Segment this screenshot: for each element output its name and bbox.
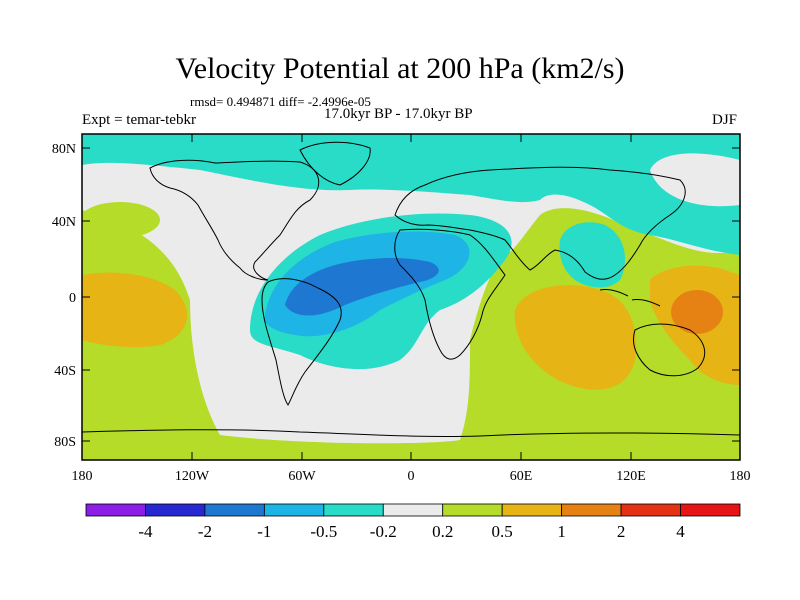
colorbar-swatch xyxy=(323,503,384,517)
colorbar-label: -2 xyxy=(198,522,212,541)
lon-label-60w: 60W xyxy=(288,469,316,484)
field-neg-0-5-asia xyxy=(559,222,625,288)
lon-label-180w: 180 xyxy=(72,469,93,484)
lon-label-0: 0 xyxy=(408,469,415,484)
experiment-label: Expt = temar-tebkr xyxy=(82,112,196,128)
colorbar-label: -1 xyxy=(257,522,271,541)
lat-label-80s: 80S xyxy=(54,435,76,450)
coastlines xyxy=(82,141,740,438)
colorbar-swatch xyxy=(263,503,325,517)
field-pos-0-2-patch xyxy=(82,202,160,238)
colorbar-swatch xyxy=(680,503,741,517)
lat-label-40s: 40S xyxy=(54,364,76,379)
colorbar-swatch xyxy=(204,503,265,517)
lat-label-40n: 40N xyxy=(52,215,76,230)
colorbar-label: 0.2 xyxy=(432,522,453,541)
latitude-labels: 80N 40N 0 40S 80S xyxy=(52,142,76,450)
colorbar-swatch xyxy=(561,503,622,517)
field-pos-0-5-indian xyxy=(514,285,637,390)
colorbar-swatch xyxy=(442,503,503,517)
colorbar-label: 1 xyxy=(557,522,566,541)
stats-line: rmsd= 0.494871 diff= -2.4996e-05 xyxy=(190,94,371,109)
field-pos-0-5-west xyxy=(82,272,187,348)
colorbar-swatch xyxy=(85,503,146,517)
velocity-potential-field xyxy=(82,134,740,460)
colorbar-label: -0.2 xyxy=(370,522,397,541)
lon-label-180e: 180 xyxy=(730,469,751,484)
colorbar-label: 0.5 xyxy=(492,522,513,541)
colorbar-swatch xyxy=(145,503,206,517)
colorbar-swatch xyxy=(620,503,681,517)
colorbar-label: -4 xyxy=(138,522,153,541)
plot-title: Velocity Potential at 200 hPa (km2/s) xyxy=(175,52,625,85)
axis-ticks xyxy=(82,134,740,460)
colorbar-label: 4 xyxy=(676,522,685,541)
colorbar-label: -0.5 xyxy=(310,522,337,541)
colorbar-swatch xyxy=(382,503,444,517)
colorbar-swatch xyxy=(501,503,563,517)
colorbar-labels: -4 -2 -1 -0.5 -0.2 0.2 0.5 1 2 4 xyxy=(138,522,685,541)
colorbar xyxy=(85,503,741,517)
longitude-labels: 180 120W 60W 0 60E 120E 180 xyxy=(72,469,751,484)
season-label: DJF xyxy=(712,112,738,128)
lon-label-60e: 60E xyxy=(510,469,533,484)
lon-label-120w: 120W xyxy=(175,469,210,484)
field-neg-2 xyxy=(285,258,439,316)
lat-label-0: 0 xyxy=(69,291,76,306)
period-label: 17.0kyr BP - 17.0kyr BP xyxy=(324,106,473,122)
lat-label-80n: 80N xyxy=(52,142,76,157)
field-pos-1 xyxy=(671,290,723,334)
colorbar-label: 2 xyxy=(617,522,626,541)
lon-label-120e: 120E xyxy=(616,469,646,484)
field-neg-0-5-top xyxy=(82,134,740,255)
